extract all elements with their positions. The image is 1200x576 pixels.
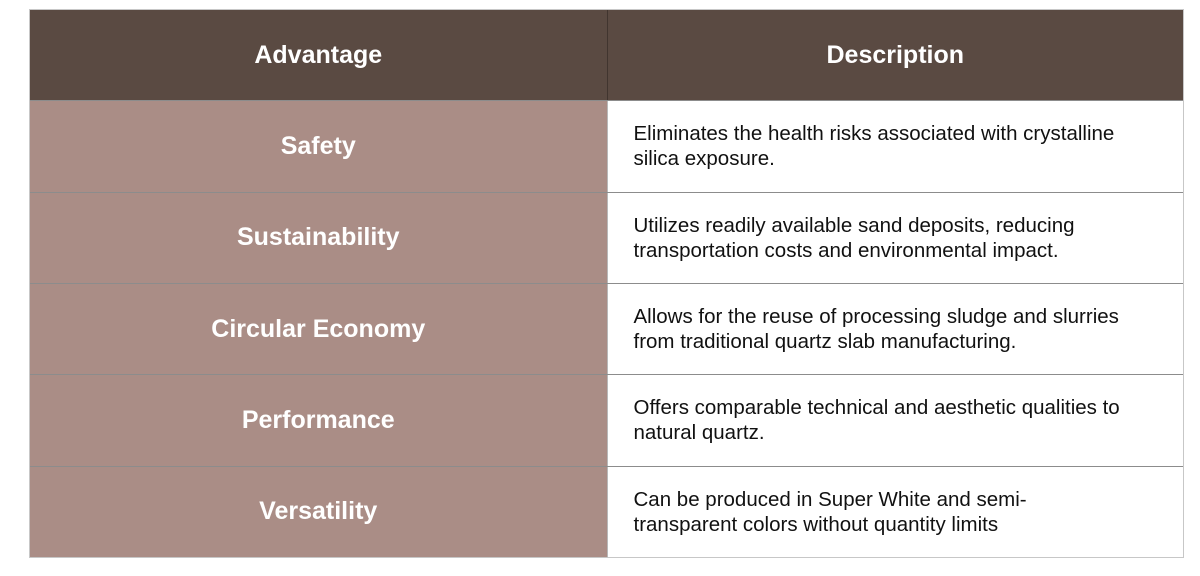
description-cell: Offers comparable technical and aestheti… [606, 375, 1183, 466]
description-cell: Allows for the reuse of processing sludg… [606, 283, 1183, 375]
table-row-performance: Performance Offers comparable technical … [30, 374, 1183, 466]
column-header-description: Description [606, 10, 1183, 101]
table-row-versatility: Versatility Can be produced in Super Whi… [30, 465, 1183, 557]
table-row-sustainability: Sustainability Utilizes readily availabl… [30, 191, 1183, 283]
advantage-cell: Safety [30, 101, 607, 192]
table-row-circular-economy: Circular Economy Allows for the reuse of… [30, 282, 1183, 375]
table-header-row: Advantage Description [30, 10, 1183, 101]
advantage-cell: Performance [30, 375, 607, 466]
advantage-cell: Circular Economy [30, 283, 607, 375]
column-header-advantage: Advantage [30, 10, 607, 101]
description-cell: Can be produced in Super White and semi-… [606, 466, 1183, 557]
advantage-cell: Versatility [30, 466, 607, 557]
advantages-table: Advantage Description Safety Eliminates … [29, 9, 1184, 558]
advantage-cell: Sustainability [30, 192, 607, 283]
description-cell: Eliminates the health risks associated w… [606, 101, 1183, 192]
description-cell: Utilizes readily available sand deposits… [606, 192, 1183, 283]
table-row-safety: Safety Eliminates the health risks assoc… [30, 100, 1183, 192]
